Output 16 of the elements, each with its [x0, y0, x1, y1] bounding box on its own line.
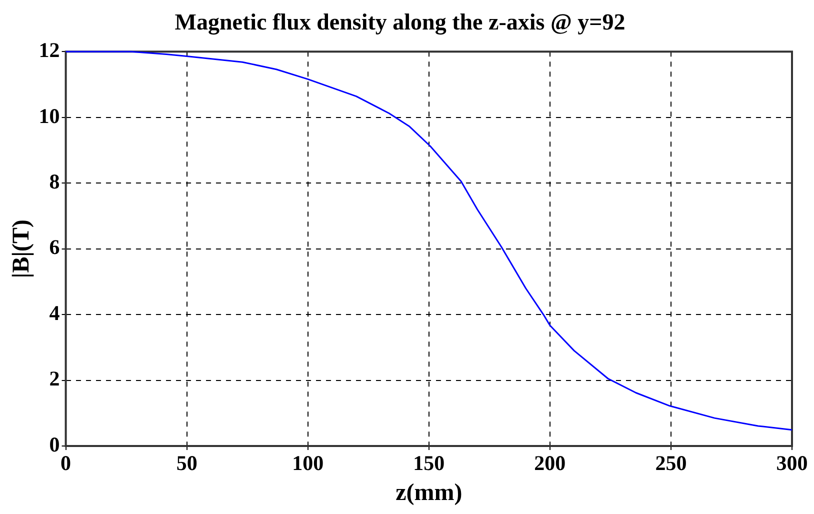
x-axis-title: z(mm) [396, 480, 462, 506]
y-tick-label: 2 [49, 366, 60, 391]
y-tick-label: 4 [49, 300, 60, 325]
x-tick-label: 250 [655, 451, 687, 476]
y-tick-label: 12 [38, 38, 60, 62]
x-tick-label: 200 [534, 451, 566, 476]
chart-title: Magnetic flux density along the z-axis @ y=92 [174, 10, 626, 36]
x-tick-label: 100 [292, 451, 324, 476]
x-tick-label: 50 [176, 451, 198, 476]
y-tick-label: 0 [49, 432, 60, 456]
x-tick-label: 150 [413, 451, 445, 476]
y-axis-title: |B|(T) [8, 220, 35, 278]
y-tick-label: 8 [49, 169, 60, 194]
x-tick-label: 300 [776, 451, 808, 476]
y-tick-label: 10 [38, 104, 60, 128]
y-tick-label: 6 [49, 235, 60, 260]
